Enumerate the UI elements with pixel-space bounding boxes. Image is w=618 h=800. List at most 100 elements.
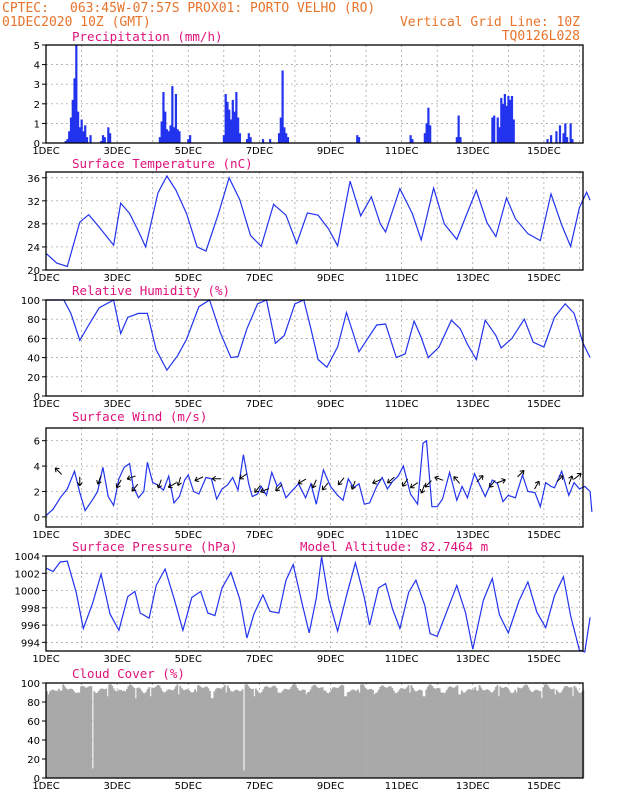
precip-bar bbox=[493, 115, 496, 143]
cloud-bar bbox=[548, 687, 551, 778]
precip-bar bbox=[509, 99, 512, 143]
x-tick-label: 5DEC bbox=[175, 530, 202, 541]
cloud-bar bbox=[197, 685, 200, 778]
cloud-bar bbox=[579, 693, 582, 778]
precip-bar bbox=[507, 95, 510, 143]
y-tick-label: 20 bbox=[27, 373, 40, 384]
cloud-bar bbox=[117, 690, 120, 778]
cloud-bar bbox=[194, 689, 197, 778]
cloud-bar bbox=[450, 686, 453, 778]
cloud-bar bbox=[142, 692, 145, 778]
cloud-bar bbox=[186, 689, 189, 778]
precip-bar bbox=[71, 99, 74, 143]
cloud-bar bbox=[112, 688, 115, 778]
cloud-bar bbox=[152, 687, 155, 778]
cloud-bar bbox=[419, 689, 422, 778]
cloud-bar bbox=[309, 689, 312, 778]
cloud-bar bbox=[134, 698, 137, 778]
cloud-bar bbox=[564, 685, 567, 778]
cloud-bar bbox=[552, 688, 555, 778]
precip-bar bbox=[189, 135, 192, 143]
cloud-bar bbox=[223, 685, 226, 778]
cloud-bar bbox=[529, 690, 531, 778]
wind-arrow bbox=[534, 480, 540, 490]
cloud-bar bbox=[521, 687, 524, 778]
cloud-bar bbox=[572, 696, 574, 778]
cloud-bar bbox=[506, 687, 509, 778]
cloud-bar bbox=[247, 686, 250, 778]
cloud-bar bbox=[318, 688, 321, 778]
precip-bar bbox=[231, 99, 234, 143]
y-tick-label: 40 bbox=[27, 354, 40, 365]
precip-bar bbox=[565, 137, 569, 143]
cloud-bar bbox=[286, 689, 288, 778]
cloud-bar bbox=[558, 693, 561, 778]
cloud-bar bbox=[195, 691, 198, 778]
cloud-bar bbox=[380, 685, 383, 778]
cloud-bar bbox=[302, 689, 305, 778]
panel-4: 1DEC 3DEC 5DEC 7DEC 9DEC 11DEC 13DEC 15DEC 0 2 4 6 bbox=[32, 427, 593, 541]
precip-bar bbox=[173, 127, 176, 143]
cloud-bar bbox=[277, 692, 280, 778]
cloud-bar bbox=[324, 690, 327, 778]
x-tick-label: 9DEC bbox=[317, 781, 344, 792]
cloud-bar bbox=[401, 688, 404, 778]
cloud-bar bbox=[74, 692, 77, 778]
cloud-bar bbox=[166, 690, 168, 778]
panel-frame bbox=[45, 44, 584, 144]
cloud-bar bbox=[200, 687, 202, 778]
cloud-bar bbox=[569, 687, 571, 778]
cloud-bar bbox=[140, 690, 143, 778]
cloud-bar bbox=[471, 690, 474, 778]
cloud-bar bbox=[494, 687, 497, 778]
y-tick-label: 0 bbox=[34, 774, 40, 785]
cloud-bar bbox=[208, 690, 211, 778]
precip-bar bbox=[109, 133, 112, 143]
cloud-bar bbox=[188, 690, 191, 778]
y-tick-label: 5 bbox=[34, 41, 40, 52]
cloud-bar bbox=[72, 690, 75, 778]
cloud-bar bbox=[214, 689, 217, 778]
cloud-bar bbox=[456, 685, 459, 778]
cloud-bar bbox=[394, 692, 397, 778]
precip-bar bbox=[229, 119, 233, 143]
precip-bar bbox=[285, 133, 288, 143]
precip-bar bbox=[233, 111, 236, 143]
cloud-bar bbox=[219, 688, 222, 778]
x-tick-label: 9DEC bbox=[317, 654, 344, 665]
cloud-bar bbox=[573, 685, 576, 778]
cloud-bar bbox=[377, 689, 380, 778]
cloud-bar bbox=[161, 691, 164, 778]
cloud-bar bbox=[336, 688, 339, 778]
wind-arrow bbox=[488, 480, 496, 488]
wind-arrow bbox=[496, 478, 506, 484]
cloud-bar bbox=[102, 688, 105, 778]
cloud-bar bbox=[454, 686, 457, 778]
wind-arrow bbox=[194, 476, 204, 482]
precip-bar bbox=[158, 137, 162, 143]
y-tick-label: 2 bbox=[34, 100, 40, 111]
precip-bar bbox=[457, 115, 460, 143]
cloud-bar bbox=[121, 691, 124, 778]
x-tick-label: 1DEC bbox=[32, 781, 59, 792]
cloud-bar bbox=[303, 689, 306, 778]
precip-bar bbox=[75, 45, 78, 143]
precip-bar bbox=[249, 137, 252, 143]
precip-bar bbox=[237, 117, 240, 143]
precip-title: Precipitation (mm/h) bbox=[72, 29, 223, 44]
cloud-bar bbox=[398, 689, 401, 778]
cloud-bar bbox=[81, 685, 84, 778]
cloud-bar bbox=[57, 688, 60, 778]
cloud-bar bbox=[536, 689, 539, 778]
precip-bar bbox=[228, 109, 231, 143]
y-tick-label: 40 bbox=[27, 736, 40, 747]
precip-bar bbox=[165, 129, 169, 143]
precip-bar bbox=[546, 139, 549, 143]
cloud-bar bbox=[539, 691, 542, 778]
rh-title: Relative Humidity (%) bbox=[72, 283, 230, 298]
cloud-bar bbox=[251, 688, 254, 778]
cloud-bar bbox=[180, 688, 183, 778]
cloud-bar bbox=[417, 689, 420, 778]
precip-bar bbox=[409, 135, 412, 143]
cloud-bar bbox=[561, 690, 564, 778]
